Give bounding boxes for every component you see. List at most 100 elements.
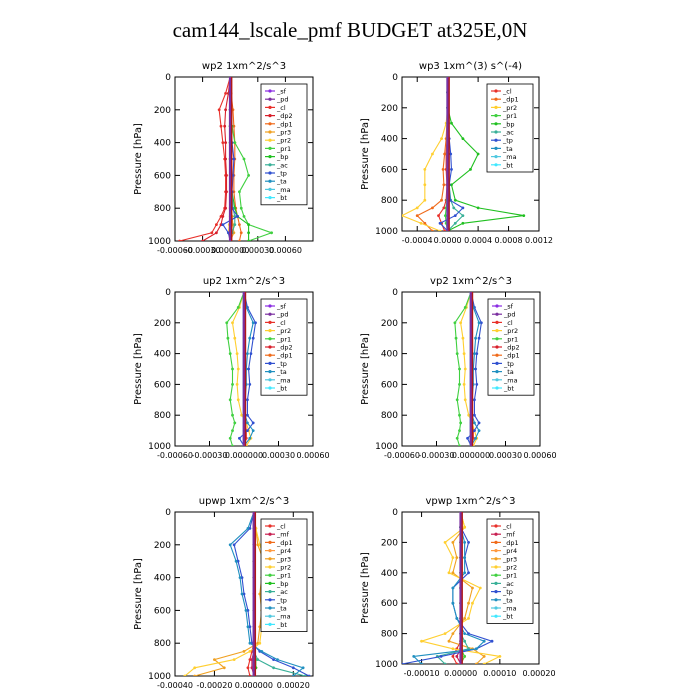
legend: _sf_pd_cl_pr2_pr1_dp2_dp1_tp_ta_ma_bt bbox=[260, 298, 308, 396]
series-point_tp bbox=[291, 666, 295, 670]
series-point_ac bbox=[461, 214, 465, 218]
series-point_bp bbox=[450, 121, 453, 125]
x-tick-label: 0.00030 bbox=[489, 451, 522, 460]
series-point_ta bbox=[474, 336, 477, 340]
y-tick-label: 400 bbox=[154, 574, 171, 584]
y-tick-label: 1000 bbox=[148, 442, 171, 452]
series-point_pr1 bbox=[270, 231, 273, 235]
plot-frame bbox=[174, 511, 314, 677]
series-point_dp1 bbox=[238, 223, 241, 227]
legend-label: _tp bbox=[276, 360, 287, 368]
series-point_pr3 bbox=[451, 632, 455, 635]
legend-marker bbox=[268, 590, 272, 594]
legend-marker bbox=[494, 598, 498, 602]
series-point_cl bbox=[210, 231, 214, 235]
x-tick-label: -0.00020 bbox=[196, 681, 232, 690]
legend-label: _bt bbox=[502, 613, 513, 621]
x-tick-label: -0.00030 bbox=[185, 246, 221, 255]
series-point_pr1 bbox=[463, 306, 467, 309]
series-point_tp bbox=[238, 436, 241, 440]
series-point_pr2 bbox=[443, 632, 447, 635]
series-point_ta bbox=[474, 647, 478, 651]
series-point_ta bbox=[473, 352, 476, 355]
y-tick-label: 800 bbox=[381, 630, 398, 640]
series-point_pr2 bbox=[451, 647, 455, 651]
legend-marker bbox=[268, 171, 272, 175]
x-tick-label: 0.0000 bbox=[434, 236, 462, 245]
legend-label: _bt bbox=[276, 385, 287, 393]
legend-label: _pr3 bbox=[276, 555, 291, 563]
legend-label: _tp bbox=[502, 137, 513, 145]
series-point_tp bbox=[461, 206, 465, 210]
x-tick-label: -0.00060 bbox=[157, 451, 193, 460]
y-tick-label: 800 bbox=[154, 204, 171, 214]
series-point_pr1 bbox=[454, 336, 458, 340]
series-point_tp bbox=[236, 215, 239, 218]
y-tick-label: 200 bbox=[381, 538, 398, 548]
series-point_tp bbox=[236, 559, 240, 563]
x-tick-label: -0.0004 bbox=[402, 236, 433, 245]
series-point_pr1 bbox=[455, 398, 459, 402]
legend-label: _pr4 bbox=[502, 547, 517, 555]
legend-marker bbox=[494, 532, 498, 536]
series-point_pr2 bbox=[240, 413, 244, 417]
x-tick-label: 0.000000 bbox=[211, 246, 249, 255]
legend-marker bbox=[268, 312, 272, 316]
series-point_pr1 bbox=[443, 214, 447, 218]
y-tick-label: 1000 bbox=[375, 227, 398, 237]
legend: _sf_pd_cl_pr2_pr1_dp2_dp1_tp_ta_ma_bt bbox=[487, 298, 535, 396]
y-axis-label: Pressure [hPa] bbox=[133, 558, 144, 630]
series-point_cl bbox=[224, 92, 228, 95]
series-point_dp2 bbox=[201, 239, 204, 241]
series-point_ta bbox=[477, 321, 481, 325]
series-point_cl bbox=[248, 674, 252, 676]
legend-marker bbox=[268, 557, 272, 561]
series-point_pr2 bbox=[467, 617, 470, 620]
legend-label: _cl bbox=[276, 523, 286, 531]
legend-marker bbox=[494, 524, 498, 528]
series-point_pr2 bbox=[423, 198, 427, 202]
series-point_bp bbox=[522, 214, 526, 218]
legend-marker bbox=[494, 97, 498, 101]
legend-label: _pd bbox=[276, 311, 289, 319]
series-point_ac bbox=[233, 223, 237, 227]
series-point_cl bbox=[248, 658, 252, 661]
series-point_pr2 bbox=[478, 586, 482, 590]
legend-marker bbox=[494, 163, 498, 167]
series-point_tp bbox=[221, 223, 225, 227]
series-point_pr2 bbox=[463, 367, 467, 371]
legend-label: _dp2 bbox=[276, 112, 293, 120]
series-point_ta bbox=[463, 556, 467, 559]
legend-marker bbox=[494, 105, 498, 109]
series-point_tp bbox=[438, 221, 442, 225]
panel-title: vpwp 1xm^2/s^3 bbox=[425, 496, 515, 507]
plot-frame bbox=[174, 76, 314, 242]
series-point_pr2 bbox=[419, 221, 423, 225]
legend-marker bbox=[268, 163, 272, 167]
y-tick-label: 600 bbox=[381, 599, 398, 609]
y-tick-label: 0 bbox=[392, 73, 398, 83]
series-point_ta bbox=[246, 625, 250, 629]
y-tick-label: 600 bbox=[381, 380, 398, 390]
plot-frame bbox=[401, 76, 540, 232]
series-point_pr1 bbox=[453, 321, 457, 325]
legend-marker bbox=[494, 549, 498, 553]
series-point_tp bbox=[240, 576, 244, 579]
legend-label: _tp bbox=[276, 596, 287, 604]
legend-marker bbox=[494, 606, 498, 610]
x-tick-label: 0.00030 bbox=[262, 451, 295, 460]
series-point_bp bbox=[453, 198, 457, 202]
legend-marker bbox=[495, 353, 499, 357]
series-point_ta bbox=[474, 436, 477, 440]
series-point_ta bbox=[477, 429, 481, 432]
series-point_tp bbox=[251, 336, 255, 340]
legend-label: _dp1 bbox=[276, 352, 293, 360]
series-point_ta bbox=[455, 617, 459, 620]
series-point_pr2 bbox=[248, 650, 252, 653]
x-tick-label: 0.000000 bbox=[452, 451, 490, 460]
series-point_pr2 bbox=[447, 571, 451, 575]
y-tick-label: 200 bbox=[381, 104, 398, 114]
legend-label: _ac bbox=[502, 580, 514, 588]
legend-marker bbox=[494, 565, 498, 569]
series-point_pr3 bbox=[474, 662, 478, 664]
